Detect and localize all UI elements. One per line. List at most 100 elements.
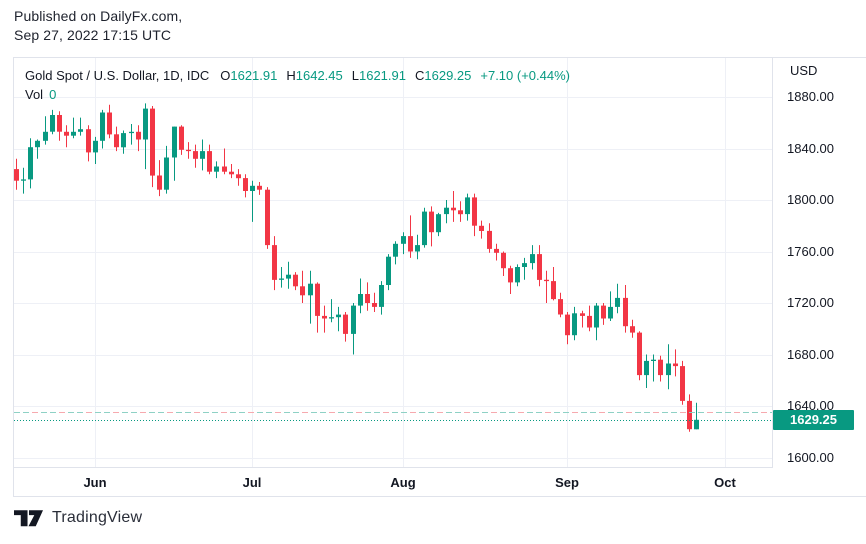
time-tick-label: Jul <box>242 475 262 490</box>
candle <box>401 232 406 255</box>
candle-body <box>601 305 606 319</box>
candle <box>673 349 678 377</box>
candle <box>64 125 69 148</box>
legend-ohlc-letter: L <box>351 68 359 83</box>
candle-body <box>393 243 398 257</box>
candle <box>558 292 563 318</box>
price-tick-label: 1880.00 <box>787 89 834 104</box>
time-tick-label: Aug <box>390 475 416 490</box>
candle-body <box>193 151 198 159</box>
candle-body <box>630 326 635 333</box>
candle-body <box>522 263 527 267</box>
candle-body <box>415 245 420 252</box>
candle <box>114 126 119 152</box>
time-tick-label: Oct <box>714 475 736 490</box>
candle-body <box>379 285 384 307</box>
candle <box>630 319 635 338</box>
candlestick-chart[interactable] <box>14 58 773 467</box>
price-axis[interactable]: USD 1880.00 1840.00 1800.00 1760.00 1720.00 1… <box>773 58 866 498</box>
candle-body <box>50 115 55 132</box>
candle <box>444 200 449 224</box>
legend-ohlc-value: 1642.45 <box>295 68 343 83</box>
candle-body <box>458 210 463 215</box>
time-axis[interactable]: Jun Jul Aug Sep Oct <box>14 467 773 498</box>
legend-ohlc-item: H1642.45 <box>286 68 342 83</box>
candle-body <box>372 303 377 307</box>
candle-body <box>121 133 126 148</box>
price-tick-label: 1720.00 <box>787 295 834 310</box>
candle <box>107 104 112 139</box>
plot-area[interactable]: Gold Spot / U.S. Dollar, 1D, IDC O1621.91… <box>14 58 773 467</box>
candle <box>358 278 363 314</box>
candle-body <box>429 211 434 233</box>
candle-body <box>250 185 255 191</box>
candle-body <box>150 108 155 176</box>
candle <box>14 158 19 190</box>
candle <box>429 206 434 247</box>
candle-body <box>587 315 592 328</box>
candle <box>207 144 212 175</box>
candle-body <box>472 197 477 226</box>
candle <box>365 282 370 311</box>
candle-body <box>343 314 348 334</box>
candle <box>343 312 348 342</box>
legend-ohlc-value: 1629.25 <box>424 68 472 83</box>
candle-body <box>530 254 535 264</box>
candle <box>658 355 663 382</box>
candle <box>472 193 477 237</box>
candle-body <box>487 230 492 249</box>
candle <box>451 191 456 222</box>
tradingview-brand-text[interactable]: TradingView <box>52 509 143 526</box>
published-source: Published on DailyFx.com, <box>14 8 183 24</box>
candle-body <box>637 332 642 376</box>
candle-body <box>422 211 427 246</box>
candle <box>265 187 270 249</box>
legend-volume-value: 0 <box>49 87 57 102</box>
candle-body <box>501 252 506 269</box>
candle <box>28 138 33 189</box>
candle <box>565 312 570 345</box>
candle-body <box>28 147 33 180</box>
candle-body <box>515 267 520 283</box>
legend-ohlc-item: C1629.25 <box>415 68 471 83</box>
candle-body <box>465 197 470 215</box>
candle <box>687 394 692 432</box>
candle-body <box>200 151 205 159</box>
candle <box>329 299 334 323</box>
candle <box>386 254 391 291</box>
candle-body <box>494 248 499 253</box>
candle-body <box>594 305 599 328</box>
price-tick-label: 1640.00 <box>787 398 834 413</box>
candle <box>100 109 105 149</box>
published-note: Published on DailyFx.com, Sep 27, 2022 1… <box>14 7 182 45</box>
candle <box>422 207 427 248</box>
candle <box>594 303 599 341</box>
chart-legend: Gold Spot / U.S. Dollar, 1D, IDC O1621.91… <box>25 66 570 104</box>
candle <box>537 245 542 287</box>
candle-body <box>608 306 613 319</box>
candle <box>78 117 83 136</box>
price-tick-label: 1840.00 <box>787 141 834 156</box>
candle <box>551 267 556 301</box>
legend-volume-label: Vol <box>25 87 44 102</box>
candle-body <box>694 419 699 430</box>
candle <box>644 354 649 388</box>
candle <box>93 136 98 164</box>
candle-body <box>93 140 98 153</box>
tradingview-logo-icon[interactable] <box>14 509 43 527</box>
candle <box>229 164 234 179</box>
candle <box>193 144 198 168</box>
candle-body <box>43 131 48 141</box>
candle <box>315 282 320 333</box>
candle <box>680 360 685 405</box>
candle <box>601 303 606 325</box>
candle-body <box>272 245 277 280</box>
candle <box>694 402 699 430</box>
candle-body <box>644 360 649 376</box>
chart-widget: Gold Spot / U.S. Dollar, 1D, IDC O1621.91… <box>13 57 866 497</box>
candle-body <box>71 131 76 136</box>
candle-body <box>322 315 327 319</box>
candle-body <box>129 131 134 134</box>
candle <box>43 116 48 145</box>
